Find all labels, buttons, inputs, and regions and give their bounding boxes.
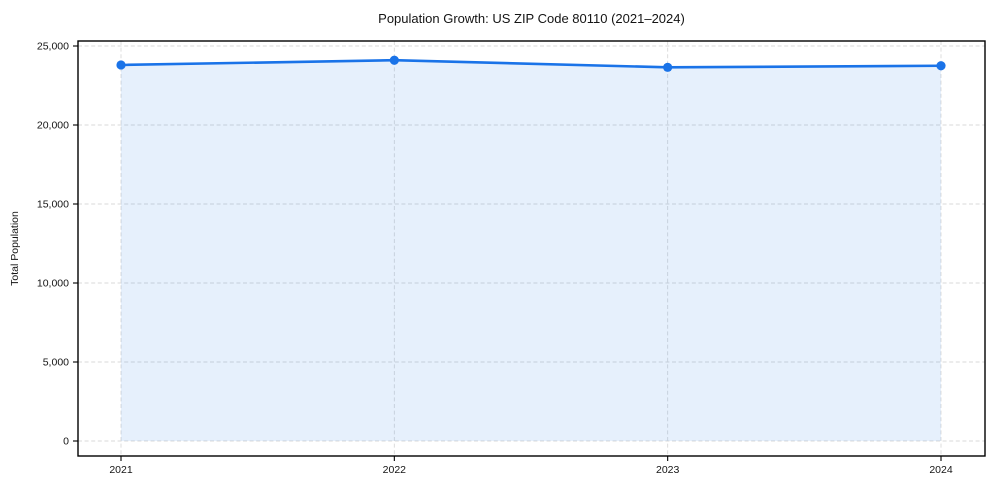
area-fill xyxy=(121,60,941,441)
data-point-2021 xyxy=(116,60,126,70)
data-point-2022 xyxy=(389,55,399,65)
x-tick-label-2024: 2024 xyxy=(929,464,953,476)
chart-title: Population Growth: US ZIP Code 80110 (20… xyxy=(378,11,685,26)
x-tick-label-2023: 2023 xyxy=(656,464,680,476)
plot-border xyxy=(77,40,986,457)
population-line xyxy=(119,58,943,69)
y-tick-label-5,000: 5,000 xyxy=(43,357,69,369)
y-tick-label-15,000: 15,000 xyxy=(37,199,69,211)
x-tick-label-2021: 2021 xyxy=(109,464,133,476)
y-tick-label-10,000: 10,000 xyxy=(37,278,69,290)
x-tick-label-2022: 2022 xyxy=(383,464,407,476)
data-point-2023 xyxy=(663,62,673,72)
data-point-2024 xyxy=(936,61,946,71)
y-axis-title: Total Population xyxy=(9,211,21,286)
y-tick-label-20,000: 20,000 xyxy=(37,120,69,132)
y-tick-label-25,000: 25,000 xyxy=(37,41,69,53)
y-tick-label-0: 0 xyxy=(63,436,69,448)
